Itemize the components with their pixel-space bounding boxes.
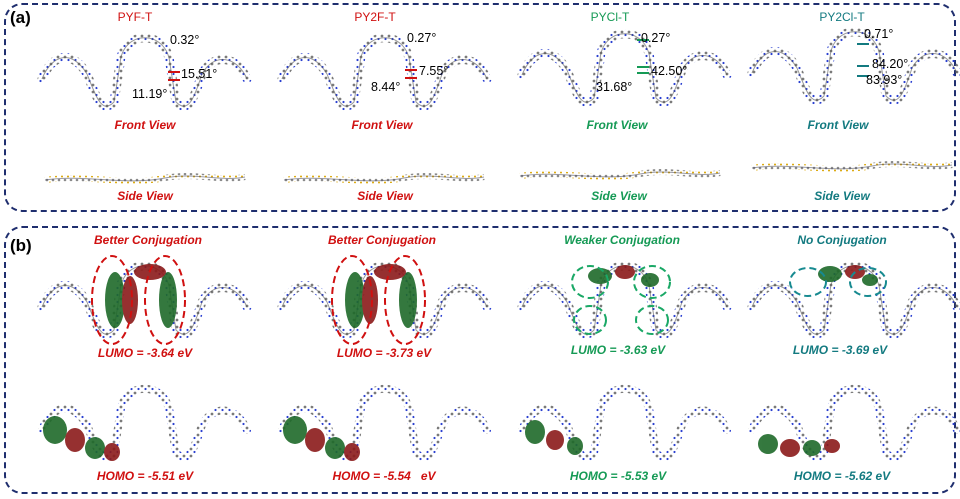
pyf-t-side-structure — [45, 176, 245, 181]
panel-a-frame — [4, 3, 956, 212]
dihedral-angle-label: 42.50° — [651, 64, 688, 78]
homo-energy-label: HOMO = -5.54 eV — [332, 469, 436, 483]
side-view-label: Side View — [357, 189, 413, 203]
lumo-energy-label: LUMO = -3.69 eV — [792, 343, 888, 357]
conjugation-label: Better Conjugation — [328, 233, 436, 247]
py2cl-t-side-structure — [752, 164, 952, 169]
py2f-t-front-structure — [282, 38, 487, 106]
dihedral-angle-label: 15.51° — [181, 67, 218, 81]
lumo-energy-label: LUMO = -3.64 eV — [97, 346, 193, 360]
dihedral-angle-label: 0.32° — [170, 33, 200, 47]
front-view-label: Front View — [807, 118, 869, 132]
front-view-label: Front View — [351, 118, 413, 132]
py2f-t-side-structure — [284, 176, 484, 181]
conjugation-label: No Conjugation — [797, 233, 887, 247]
dihedral-angle-label: 0.27° — [407, 31, 437, 45]
lumo-energy-label: LUMO = -3.73 eV — [336, 346, 432, 360]
dihedral-angle-label: 31.68° — [596, 80, 633, 94]
dihedral-angle-label: 11.19° — [132, 87, 168, 101]
homo-energy-label: HOMO = -5.62 eV — [793, 469, 891, 483]
dihedral-angle-label: 7.55° — [419, 64, 449, 78]
panel-b-frame — [4, 226, 956, 494]
homo-energy-label: HOMO = -5.53 eV — [569, 469, 667, 483]
dihedral-angle-label: 84.20° — [872, 57, 909, 71]
pycl-t-side-structure — [520, 172, 720, 177]
side-view-label: Side View — [117, 189, 173, 203]
dihedral-angle-label: 8.44° — [371, 80, 401, 94]
molecule-title: PYCl-T — [590, 10, 630, 24]
dihedral-angle-label: 83.93° — [866, 73, 903, 87]
side-view-label: Side View — [591, 189, 647, 203]
dihedral-angle-label: 0.71° — [864, 27, 894, 41]
side-view-label: Side View — [814, 189, 870, 203]
conjugation-label: Weaker Conjugation — [564, 233, 680, 247]
front-view-label: Front View — [114, 118, 176, 132]
homo-energy-label: HOMO = -5.51 eV — [96, 469, 194, 483]
lumo-energy-label: LUMO = -3.63 eV — [570, 343, 666, 357]
molecule-title: PY2F-T — [354, 10, 396, 24]
molecule-title: PYF-T — [117, 10, 153, 24]
panel-a-label: (a) — [10, 8, 31, 27]
dihedral-angle-label: 0.27° — [641, 31, 671, 45]
molecule-title: PY2Cl-T — [819, 10, 865, 24]
front-view-label: Front View — [586, 118, 648, 132]
conjugation-label: Better Conjugation — [94, 233, 202, 247]
py2cl-t-front-structure — [752, 32, 957, 100]
panel-b-label: (b) — [10, 236, 32, 255]
